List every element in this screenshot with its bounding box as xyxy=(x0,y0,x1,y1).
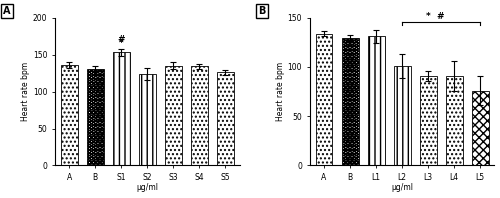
X-axis label: µg/ml: µg/ml xyxy=(136,183,158,192)
Bar xyxy=(342,38,358,165)
Text: #: # xyxy=(118,35,125,44)
Text: *: * xyxy=(426,12,430,21)
Text: #: # xyxy=(436,12,444,21)
Text: A: A xyxy=(3,6,10,16)
Y-axis label: Heart rate bpm: Heart rate bpm xyxy=(276,62,285,121)
Bar xyxy=(191,67,208,165)
Bar xyxy=(368,36,384,165)
Text: B: B xyxy=(258,6,266,16)
Bar xyxy=(113,52,130,165)
Bar xyxy=(394,66,410,165)
X-axis label: µg/ml: µg/ml xyxy=(391,183,413,192)
Bar xyxy=(472,91,488,165)
Bar xyxy=(420,76,436,165)
Bar xyxy=(217,72,234,165)
Bar xyxy=(139,74,156,165)
Bar xyxy=(86,69,104,165)
Text: *: * xyxy=(119,39,124,48)
Y-axis label: Heart rate bpm: Heart rate bpm xyxy=(21,62,30,121)
Bar xyxy=(165,66,182,165)
Bar xyxy=(446,76,462,165)
Bar xyxy=(316,33,332,165)
Bar xyxy=(60,65,78,165)
